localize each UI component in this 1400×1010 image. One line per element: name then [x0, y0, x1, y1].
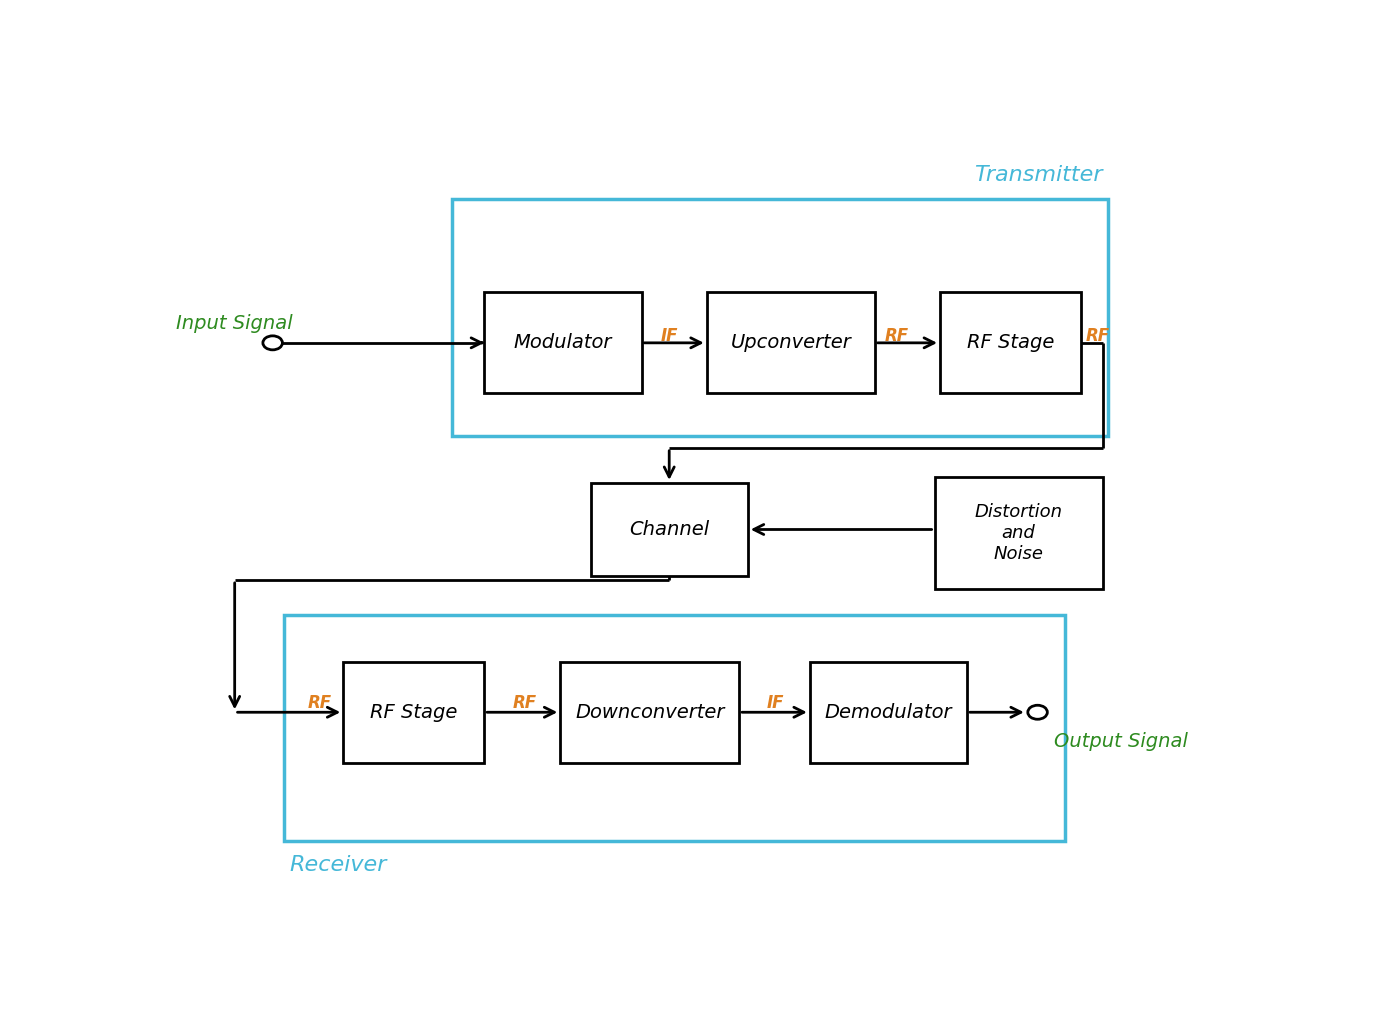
- FancyBboxPatch shape: [939, 292, 1081, 393]
- Text: Downconverter: Downconverter: [575, 703, 724, 722]
- Text: Transmitter: Transmitter: [974, 165, 1103, 185]
- FancyBboxPatch shape: [935, 477, 1103, 590]
- FancyBboxPatch shape: [809, 662, 967, 763]
- Text: Demodulator: Demodulator: [825, 703, 952, 722]
- Text: IF: IF: [766, 694, 784, 712]
- Text: Output Signal: Output Signal: [1054, 731, 1187, 750]
- Text: Upconverter: Upconverter: [731, 333, 851, 352]
- Text: RF: RF: [307, 694, 332, 712]
- FancyBboxPatch shape: [283, 615, 1064, 840]
- FancyBboxPatch shape: [560, 662, 739, 763]
- Text: Receiver: Receiver: [288, 854, 386, 875]
- FancyBboxPatch shape: [707, 292, 875, 393]
- Text: RF: RF: [885, 327, 909, 344]
- FancyBboxPatch shape: [591, 483, 748, 576]
- Text: Input Signal: Input Signal: [176, 314, 293, 333]
- FancyBboxPatch shape: [343, 662, 484, 763]
- Text: Distortion
and
Noise: Distortion and Noise: [974, 503, 1063, 563]
- Text: RF: RF: [1085, 327, 1109, 344]
- FancyBboxPatch shape: [484, 292, 641, 393]
- Text: IF: IF: [661, 327, 679, 344]
- Text: RF: RF: [512, 694, 536, 712]
- Text: RF Stage: RF Stage: [370, 703, 458, 722]
- Text: Channel: Channel: [629, 520, 710, 539]
- FancyBboxPatch shape: [452, 199, 1109, 436]
- Text: RF Stage: RF Stage: [967, 333, 1054, 352]
- Text: Modulator: Modulator: [514, 333, 612, 352]
